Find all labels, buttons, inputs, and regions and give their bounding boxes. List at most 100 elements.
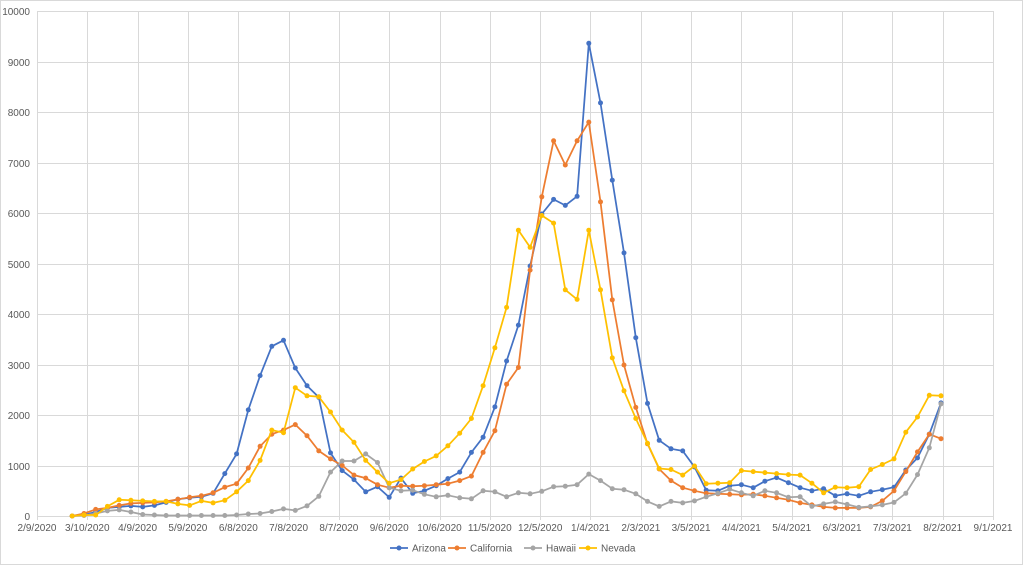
legend-item-california: California xyxy=(448,544,513,555)
data-point-arizona xyxy=(386,494,392,500)
data-point-nevada xyxy=(645,440,650,446)
data-point-nevada xyxy=(386,480,392,486)
legend-marker-hawaii xyxy=(530,545,536,551)
data-point-nevada xyxy=(785,472,791,478)
x-tick-label: 7/3/2021 xyxy=(873,523,912,534)
data-point-california xyxy=(915,449,920,455)
data-point-nevada xyxy=(328,409,333,415)
data-point-california xyxy=(222,484,228,490)
data-point-california xyxy=(762,493,768,499)
legend-item-arizona: Arizona xyxy=(390,544,446,555)
data-point-hawaii xyxy=(785,494,791,500)
data-point-arizona xyxy=(281,337,286,343)
x-tick-label: 9/6/2020 xyxy=(370,523,409,534)
data-point-arizona xyxy=(598,100,603,106)
y-tick-label: 10000 xyxy=(2,7,30,18)
data-point-california xyxy=(187,494,193,500)
data-point-nevada xyxy=(856,484,862,490)
data-point-hawaii xyxy=(175,513,181,518)
data-point-arizona xyxy=(915,455,920,461)
x-tick-label: 3/5/2021 xyxy=(672,523,711,534)
data-point-arizona xyxy=(856,493,862,499)
data-point-hawaii xyxy=(187,513,193,518)
data-point-nevada xyxy=(421,459,427,464)
data-point-hawaii xyxy=(527,491,533,497)
data-point-california xyxy=(480,449,486,455)
data-point-hawaii xyxy=(269,509,275,514)
data-point-california xyxy=(692,488,697,494)
data-point-california xyxy=(316,448,322,454)
data-point-california xyxy=(410,483,416,489)
data-point-arizona xyxy=(750,485,756,491)
data-point-hawaii xyxy=(832,499,838,505)
gridlines xyxy=(37,11,994,520)
data-point-nevada xyxy=(234,489,240,495)
data-point-california xyxy=(93,506,99,512)
data-point-nevada xyxy=(198,498,204,504)
data-point-nevada xyxy=(609,355,615,361)
legend-label-hawaii: Hawaii xyxy=(546,544,576,555)
data-point-arizona xyxy=(222,471,228,477)
data-point-hawaii xyxy=(421,491,427,497)
data-point-california xyxy=(797,500,803,506)
data-point-nevada xyxy=(398,477,404,483)
data-point-arizona xyxy=(609,177,615,183)
data-point-arizona xyxy=(292,365,298,371)
data-point-arizona xyxy=(269,343,275,349)
data-point-hawaii xyxy=(398,488,404,494)
data-point-hawaii xyxy=(774,490,780,496)
data-point-nevada xyxy=(762,470,768,476)
data-point-hawaii xyxy=(468,496,474,502)
data-point-california xyxy=(879,498,885,504)
data-point-nevada xyxy=(692,463,697,469)
data-point-nevada xyxy=(915,414,920,420)
data-point-nevada xyxy=(492,345,498,351)
data-point-hawaii xyxy=(821,501,827,507)
data-point-hawaii xyxy=(797,494,803,500)
data-point-hawaii xyxy=(680,500,686,506)
data-point-nevada xyxy=(715,480,721,486)
data-point-nevada xyxy=(868,467,874,472)
data-point-arizona xyxy=(879,487,885,493)
data-point-nevada xyxy=(245,478,251,484)
x-tick-label: 8/7/2020 xyxy=(319,523,358,534)
data-point-nevada xyxy=(832,484,838,490)
data-point-nevada xyxy=(116,497,122,503)
data-point-nevada xyxy=(187,502,193,508)
data-point-hawaii xyxy=(351,458,357,464)
data-point-arizona xyxy=(645,400,650,406)
data-point-california xyxy=(527,267,533,273)
data-point-hawaii xyxy=(633,491,639,497)
y-tick-label: 8000 xyxy=(8,108,31,119)
data-point-nevada xyxy=(539,213,545,218)
data-point-nevada xyxy=(821,490,827,496)
data-point-california xyxy=(421,483,427,489)
data-point-hawaii xyxy=(445,492,451,498)
data-point-nevada xyxy=(257,457,263,463)
data-point-nevada xyxy=(339,427,345,433)
data-point-hawaii xyxy=(727,486,733,492)
data-point-hawaii xyxy=(492,489,498,495)
legend-label-california: California xyxy=(470,544,513,555)
data-point-hawaii xyxy=(715,490,721,496)
data-point-nevada xyxy=(879,462,885,467)
y-tick-label: 3000 xyxy=(8,361,31,372)
x-tick-label: 1/4/2021 xyxy=(571,523,610,534)
data-point-arizona xyxy=(868,489,874,495)
data-point-hawaii xyxy=(586,471,592,477)
data-point-california xyxy=(844,505,850,511)
legend-item-nevada: Nevada xyxy=(579,544,636,555)
x-tick-label: 11/5/2020 xyxy=(468,523,512,534)
data-point-california xyxy=(562,162,568,168)
data-point-california xyxy=(175,496,181,502)
x-tick-label: 10/6/2020 xyxy=(417,523,462,534)
data-point-nevada xyxy=(574,296,580,302)
data-point-hawaii xyxy=(856,504,862,510)
data-point-arizona xyxy=(680,448,686,454)
data-point-hawaii xyxy=(245,511,251,517)
data-point-nevada xyxy=(128,497,134,503)
data-point-california xyxy=(457,478,463,484)
data-point-california xyxy=(328,456,333,462)
data-point-arizona xyxy=(480,434,486,440)
